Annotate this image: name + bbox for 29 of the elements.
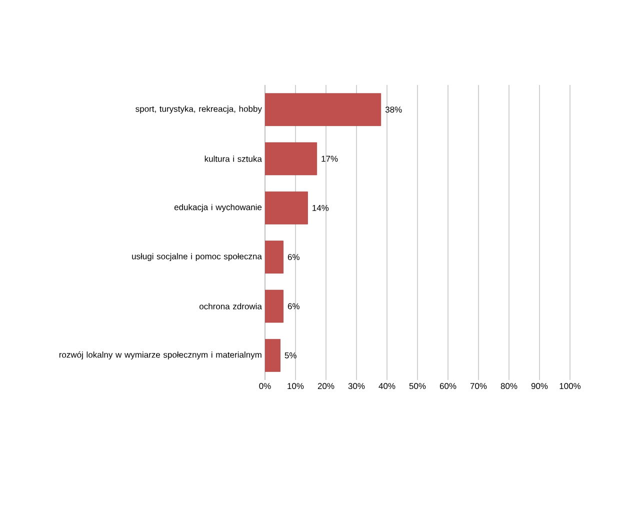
- bar: [265, 192, 308, 224]
- bar: [265, 240, 284, 274]
- bar: [265, 93, 382, 126]
- bar: [265, 338, 280, 372]
- data-label: 6%: [288, 254, 300, 260]
- x-tick-label: 80%: [500, 383, 518, 390]
- bar: [265, 290, 284, 323]
- y-tick-label: usługi socjalne i pomoc społeczna: [132, 253, 262, 262]
- x-tick-label: 0%: [259, 383, 271, 390]
- x-tick-label: 30%: [348, 383, 365, 390]
- y-tick-label: edukacja i wychowanie: [174, 204, 262, 212]
- data-label: 14%: [312, 204, 329, 211]
- y-tick-label: rozwój lokalny w wymiarze społecznym i materialnym: [59, 351, 262, 360]
- y-tick-label: ochrona zdrowia: [199, 303, 262, 310]
- x-tick-label: 90%: [531, 383, 548, 390]
- data-label: 6%: [288, 303, 300, 310]
- data-label: 5%: [284, 352, 296, 358]
- bar: [265, 142, 318, 176]
- y-tick-label: kultura i sztuka: [204, 156, 262, 162]
- x-tick-label: 40%: [378, 383, 396, 390]
- x-tick-label: 100%: [560, 383, 581, 390]
- x-tick-label: 20%: [318, 383, 334, 390]
- x-tick-label: 70%: [470, 383, 487, 390]
- data-label: 38%: [385, 106, 402, 113]
- y-tick-label: sport, turystyka, rekreacja, hobby: [136, 106, 262, 114]
- data-label: 17%: [322, 156, 338, 162]
- x-tick-label: 60%: [440, 383, 456, 390]
- x-tick-label: 10%: [288, 383, 304, 390]
- x-tick-label: 50%: [409, 383, 426, 390]
